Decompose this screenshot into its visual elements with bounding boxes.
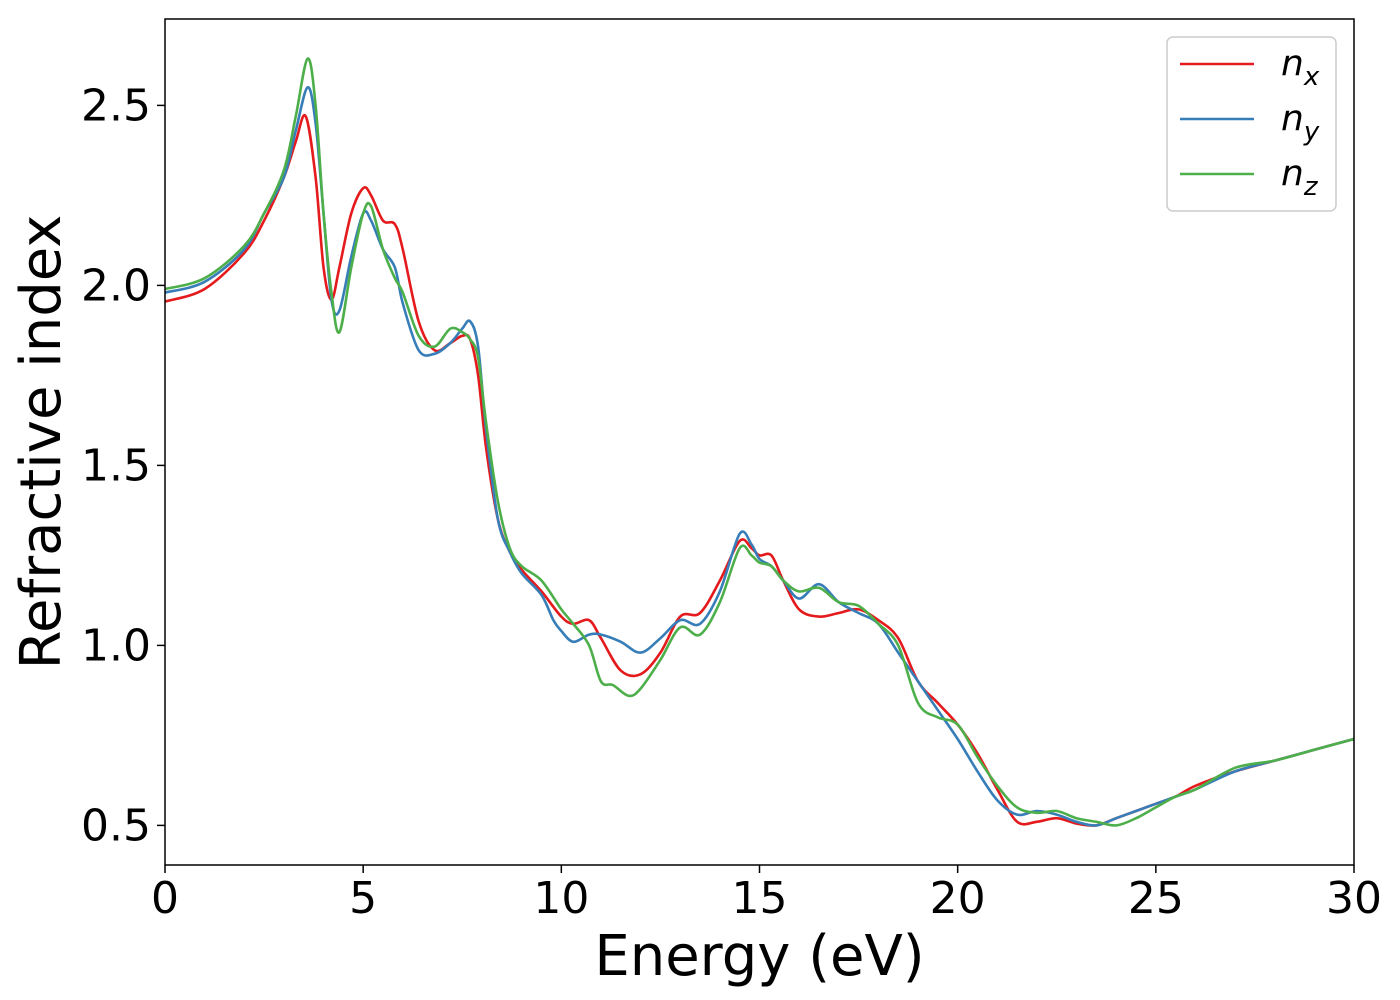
- x-tick-label: 10: [533, 873, 589, 924]
- y-tick-label: 1.5: [81, 440, 151, 491]
- legend-subscript: x: [1303, 62, 1320, 92]
- legend-subscript: z: [1303, 172, 1319, 202]
- legend-label-ny: ny: [1281, 98, 1320, 147]
- x-tick-label: 15: [732, 873, 788, 924]
- x-tick-label: 5: [349, 873, 377, 924]
- y-axis-label: Refractive index: [9, 215, 74, 670]
- x-tick-label: 20: [930, 873, 986, 924]
- y-tick-label: 1.0: [81, 620, 151, 671]
- x-tick-label: 30: [1326, 873, 1382, 924]
- series-line-nx: [164, 113, 1355, 827]
- legend-box: [1166, 36, 1337, 212]
- x-tick-label: 0: [151, 873, 179, 924]
- ticks-layer: 0 5 10 15 20 25 30 0.5 1.0 1.5 2.0 2.5: [81, 80, 1382, 924]
- y-tick-label: 2.5: [81, 80, 151, 131]
- series-layer: [164, 57, 1355, 827]
- legend-label-nx: nx: [1281, 43, 1320, 92]
- y-tick-label: 0.5: [81, 800, 151, 851]
- y-tick-label: 2.0: [81, 260, 151, 311]
- series-line-nz: [164, 57, 1355, 827]
- legend-subscript: y: [1303, 117, 1320, 147]
- x-axis-label: Energy (eV): [594, 924, 924, 989]
- x-tick-label: 25: [1128, 873, 1184, 924]
